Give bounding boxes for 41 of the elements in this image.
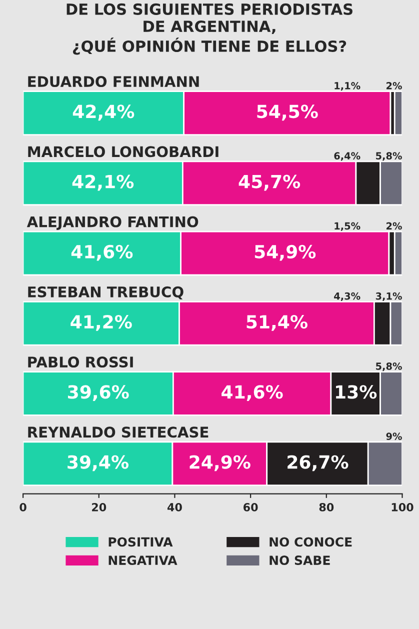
y-tick-label: ALEJANDRO FANTINO [26, 216, 198, 230]
x-tick-label: 40 [167, 502, 182, 512]
legend-label: NEGATIVA [108, 556, 178, 566]
data-label: 1,1% [334, 82, 360, 91]
data-label: 6,4% [334, 152, 360, 161]
y-tick-label: REYNALDO SIETECASE [28, 426, 208, 438]
y-tick-label: EDUARDO FEINMANN [28, 76, 199, 88]
data-label: 41,6% [71, 244, 133, 261]
x-tick-label: 80 [319, 502, 334, 512]
x-tick-label: 60 [244, 502, 258, 512]
data-label: 41,6% [222, 385, 283, 402]
x-tick-label: 100 [392, 502, 414, 512]
data-label: 5,8% [376, 152, 402, 161]
x-tick-label: 20 [92, 502, 106, 512]
data-label: 24,9% [190, 455, 250, 472]
data-label: 5,8% [376, 362, 402, 372]
y-tick-label: ESTEBAN TREBUCQ [28, 286, 184, 300]
legend-label: NO CONOCE [270, 537, 352, 547]
data-label: 2% [386, 222, 402, 230]
data-label: 39,4% [68, 455, 128, 472]
chart-title: DE LOS SIGUIENTES PERIODISTAS DE ARGENTINA, ¿QUÉ OPINIÓN TIENE DE ELLOS? [66, 3, 352, 55]
y-tick-label: PABLO ROSSI [28, 356, 133, 368]
data-label: 39,6% [68, 385, 129, 402]
data-label: 42,1% [72, 174, 134, 191]
data-label: 45,7% [238, 174, 300, 191]
data-label: 41,2% [70, 314, 132, 331]
y-tick-label: MARCELO LONGOBARDI [28, 146, 218, 158]
data-label: 9% [386, 432, 402, 440]
data-label: 4,3% [334, 292, 360, 301]
data-label: 42,4% [72, 104, 134, 121]
data-label: 13% [336, 385, 377, 399]
data-label: 54,5% [257, 104, 318, 121]
data-label: 1,5% [334, 222, 360, 231]
legend-label: POSITIVA [108, 537, 173, 547]
data-label: 2% [386, 82, 402, 90]
data-label: 51,4% [246, 314, 308, 331]
data-label: 26,7% [288, 455, 348, 472]
data-label: 3,1% [376, 292, 402, 301]
x-tick-label: 0 [20, 502, 26, 512]
data-label: 54,9% [254, 244, 316, 261]
legend-label: NO SABE [270, 556, 330, 566]
